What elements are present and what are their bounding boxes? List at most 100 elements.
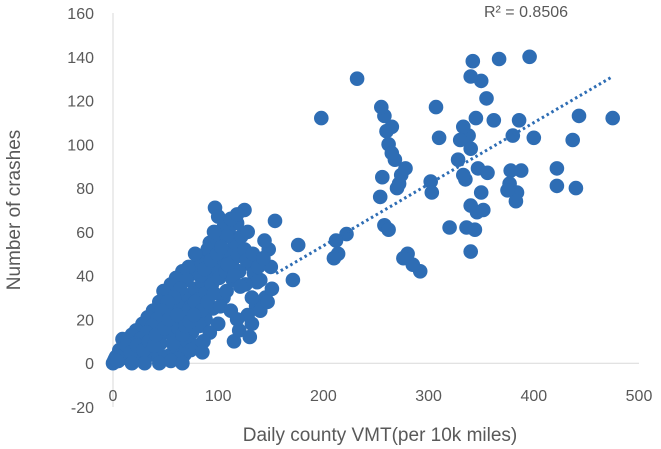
- data-point: [233, 279, 248, 294]
- data-point: [565, 132, 580, 148]
- y-tick-label: 40: [76, 269, 94, 286]
- data-point: [476, 202, 491, 218]
- data-point: [257, 233, 272, 248]
- data-point: [428, 99, 444, 115]
- data-point: [452, 132, 468, 148]
- data-point: [165, 336, 181, 351]
- data-point: [431, 130, 447, 146]
- data-point: [486, 113, 502, 128]
- data-point: [379, 123, 394, 139]
- r-squared-annotation: R² = 0.8506: [484, 4, 568, 21]
- trendline: [275, 75, 614, 275]
- data-point: [137, 355, 152, 371]
- data-point: [442, 220, 457, 235]
- y-tick-label: 20: [76, 312, 94, 329]
- data-point: [549, 178, 565, 194]
- data-point: [163, 353, 179, 369]
- data-point: [152, 355, 167, 371]
- data-point: [169, 307, 185, 323]
- data-point: [124, 355, 140, 371]
- x-tick-label: 300: [415, 388, 442, 405]
- data-point: [526, 130, 542, 146]
- y-tick-label: 140: [67, 50, 94, 67]
- y-tick-label: 120: [67, 94, 94, 111]
- data-point: [256, 250, 271, 266]
- data-point: [186, 307, 202, 323]
- data-point: [240, 224, 255, 240]
- data-point: [605, 110, 620, 126]
- data-point: [479, 91, 494, 106]
- data-point: [473, 185, 489, 200]
- data-point: [381, 222, 396, 237]
- data-point: [491, 51, 507, 67]
- data-point: [244, 290, 260, 305]
- data-point: [571, 108, 587, 124]
- data-point: [242, 329, 258, 345]
- data-point: [463, 244, 479, 259]
- data-point: [229, 207, 245, 222]
- data-point: [326, 250, 342, 266]
- data-point: [396, 250, 411, 266]
- x-tick-label: 400: [520, 388, 547, 405]
- x-tick-label: 100: [205, 388, 232, 405]
- data-point: [513, 163, 529, 178]
- data-point: [463, 141, 479, 156]
- data-point: [264, 281, 280, 297]
- data-point: [175, 355, 190, 371]
- data-point: [374, 99, 389, 115]
- axes: [112, 13, 639, 407]
- data-point: [328, 233, 344, 248]
- x-tick-labels: 0 100 200 300 400 500: [109, 388, 653, 405]
- data-point: [314, 110, 329, 126]
- y-tick-labels: -20 0 20 40 60 80 100 120 140 160: [67, 6, 94, 417]
- data-point: [210, 209, 226, 224]
- data-point: [290, 237, 306, 253]
- data-point: [511, 113, 527, 128]
- data-point: [260, 294, 275, 310]
- data-point: [522, 49, 537, 65]
- data-point: [220, 257, 235, 273]
- data-point: [500, 183, 515, 198]
- data-point: [463, 69, 479, 84]
- data-point: [568, 180, 584, 196]
- data-point: [146, 338, 162, 354]
- x-axis-title: Daily county VMT(per 10k miles): [243, 425, 518, 446]
- data-point: [214, 239, 229, 255]
- x-tick-label: 200: [310, 388, 337, 405]
- data-point: [505, 128, 521, 143]
- data-point: [375, 169, 390, 185]
- x-tick-label: 500: [626, 388, 653, 405]
- data-point: [349, 71, 365, 86]
- data-point: [503, 163, 518, 178]
- data-points: [105, 49, 620, 371]
- y-tick-label: 0: [85, 356, 94, 373]
- y-axis-title: Number of crashes: [4, 130, 25, 291]
- data-point: [219, 229, 234, 244]
- data-point: [223, 303, 239, 319]
- y-tick-label: -20: [71, 400, 94, 417]
- data-point: [372, 189, 388, 205]
- data-point: [424, 185, 440, 200]
- data-point: [468, 110, 484, 126]
- data-point: [480, 165, 495, 181]
- data-point: [467, 222, 483, 237]
- data-point: [384, 145, 400, 161]
- data-point: [339, 226, 354, 242]
- data-point: [219, 283, 234, 299]
- data-point: [226, 334, 242, 349]
- data-point: [231, 323, 247, 338]
- y-tick-label: 60: [76, 225, 94, 242]
- y-tick-label: 100: [67, 137, 94, 154]
- data-point: [109, 353, 125, 369]
- data-point: [456, 167, 471, 183]
- data-point: [226, 268, 242, 284]
- data-point: [285, 272, 301, 288]
- data-point: [206, 285, 222, 301]
- data-point: [195, 345, 210, 360]
- data-point: [267, 213, 283, 229]
- x-tick-label: 0: [109, 388, 118, 405]
- data-point: [465, 53, 481, 69]
- data-point: [508, 193, 524, 209]
